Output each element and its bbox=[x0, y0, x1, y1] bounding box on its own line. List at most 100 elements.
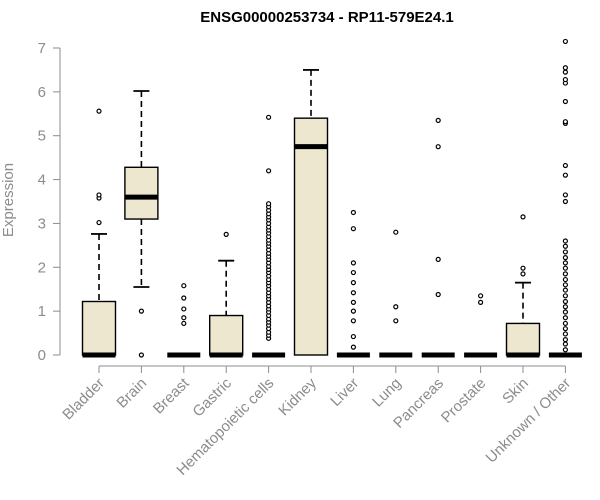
x-tick-label: Lung bbox=[369, 375, 405, 411]
box-6 bbox=[336, 209, 370, 358]
outlier-point bbox=[393, 318, 399, 324]
outlier-point bbox=[181, 295, 187, 301]
outlier-point bbox=[350, 308, 356, 314]
outlier-point bbox=[562, 38, 569, 45]
y-tick-label: 7 bbox=[38, 40, 46, 57]
outlier-point bbox=[350, 269, 356, 276]
x-tick-label: Breast bbox=[150, 374, 193, 417]
outlier-point bbox=[138, 308, 144, 314]
outlier-point bbox=[562, 282, 569, 288]
outlier-point bbox=[393, 304, 399, 310]
outlier-point bbox=[562, 255, 569, 261]
outlier-point bbox=[562, 287, 569, 293]
outlier-point bbox=[562, 119, 569, 125]
outlier-point bbox=[562, 98, 569, 105]
outlier-point bbox=[562, 265, 569, 271]
outlier-point bbox=[562, 271, 569, 277]
outlier-point bbox=[266, 168, 272, 174]
outlier-point bbox=[181, 306, 187, 312]
outlier-point bbox=[266, 114, 272, 120]
outlier-point bbox=[562, 326, 569, 332]
box-0 bbox=[81, 108, 117, 358]
outlier-point bbox=[138, 352, 144, 358]
y-tick-label: 3 bbox=[38, 215, 46, 232]
outlier-point bbox=[350, 344, 356, 350]
outlier-point bbox=[562, 337, 569, 343]
outlier-point bbox=[562, 172, 569, 178]
box-body bbox=[505, 322, 541, 356]
box-body bbox=[81, 300, 117, 356]
y-tick-label: 4 bbox=[38, 172, 46, 189]
y-axis-label: Expression bbox=[0, 163, 17, 237]
y-tick-label: 6 bbox=[38, 84, 46, 101]
outlier-point bbox=[435, 291, 441, 298]
outlier-point bbox=[435, 117, 441, 123]
outlier-point bbox=[181, 315, 187, 321]
outlier-point bbox=[435, 144, 441, 150]
outlier-point bbox=[562, 347, 569, 353]
box-5 bbox=[293, 69, 329, 356]
y-axis: 0 1 2 3 4 5 6 7 bbox=[38, 40, 61, 364]
outlier-point bbox=[478, 299, 484, 305]
outlier-point bbox=[181, 320, 187, 327]
outlier-point bbox=[562, 304, 569, 310]
x-tick-label: Liver bbox=[327, 375, 362, 410]
box-7 bbox=[379, 229, 413, 358]
outlier-point bbox=[350, 333, 356, 340]
outlier-point bbox=[562, 69, 569, 75]
outlier-point bbox=[350, 226, 356, 232]
box-body bbox=[124, 166, 159, 220]
outlier-point bbox=[520, 265, 526, 271]
y-tick-label: 2 bbox=[38, 259, 46, 276]
outlier-point bbox=[96, 192, 102, 198]
outlier-point bbox=[562, 65, 569, 71]
outlier-point bbox=[562, 298, 569, 305]
outlier-point bbox=[562, 260, 569, 266]
x-tick-label: Skin bbox=[499, 375, 532, 408]
y-tick-label: 0 bbox=[38, 347, 46, 364]
outlier-point bbox=[350, 290, 356, 296]
x-tick-label: Kidney bbox=[275, 374, 320, 419]
box-9 bbox=[464, 293, 498, 358]
box-2 bbox=[167, 283, 201, 358]
x-tick-label: Prostate bbox=[438, 375, 490, 427]
outlier-point bbox=[562, 238, 569, 244]
outlier-point bbox=[562, 276, 569, 283]
outlier-point bbox=[350, 260, 356, 266]
outlier-point bbox=[562, 198, 569, 205]
box-body bbox=[293, 117, 329, 356]
outlier-point bbox=[562, 341, 569, 347]
outlier-point bbox=[562, 243, 569, 249]
box-body bbox=[208, 314, 244, 356]
boxes bbox=[81, 38, 582, 358]
outlier-point bbox=[350, 318, 356, 324]
outlier-point bbox=[520, 271, 526, 277]
outlier-point bbox=[562, 309, 569, 315]
outlier-point bbox=[562, 76, 569, 83]
box-8 bbox=[421, 117, 455, 358]
outlier-point bbox=[350, 280, 356, 286]
outlier-point bbox=[435, 256, 441, 262]
box-10 bbox=[505, 214, 541, 358]
outlier-point bbox=[96, 108, 102, 114]
outlier-point bbox=[393, 229, 399, 235]
outlier-point bbox=[562, 249, 569, 255]
x-tick-label: Brain bbox=[113, 375, 150, 412]
outlier-point bbox=[266, 201, 272, 207]
outlier-point bbox=[562, 162, 569, 169]
outlier-point bbox=[562, 315, 569, 321]
x-tick-label: Bladder bbox=[59, 375, 108, 424]
outlier-point bbox=[181, 283, 187, 289]
outlier-point bbox=[562, 331, 569, 337]
box-4 bbox=[252, 114, 286, 358]
outlier-point bbox=[350, 209, 356, 216]
outlier-point bbox=[96, 219, 102, 226]
outlier-point bbox=[223, 231, 229, 237]
outlier-point bbox=[562, 320, 569, 327]
box-1 bbox=[124, 90, 159, 358]
y-tick-label: 1 bbox=[38, 303, 46, 320]
box-11 bbox=[548, 38, 582, 358]
outlier-point bbox=[520, 214, 526, 220]
